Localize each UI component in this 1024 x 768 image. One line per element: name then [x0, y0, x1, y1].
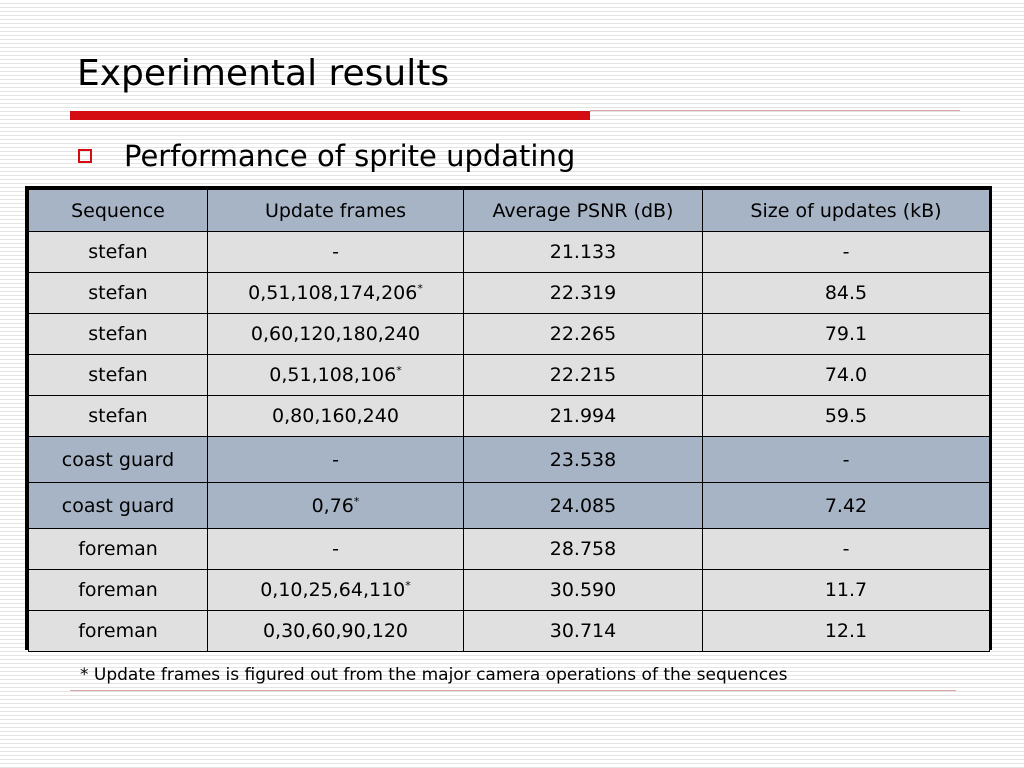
update-frames-text: 0,80,160,240: [272, 405, 399, 427]
cell-psnr: 22.215: [463, 354, 703, 396]
cell-update-frames: 0,60,120,180,240: [207, 313, 464, 355]
cell-sequence: stefan: [28, 395, 208, 437]
cell-size: 11.7: [702, 569, 990, 611]
cell-update-frames: -: [207, 231, 464, 273]
footnote-marker: *: [417, 282, 423, 295]
title-underline: [70, 108, 960, 122]
cell-update-frames: -: [207, 436, 464, 483]
update-frames-text: 0,51,108,174,206: [248, 282, 418, 304]
cell-update-frames: 0,51,108,174,206*: [207, 272, 464, 314]
cell-sequence: foreman: [28, 569, 208, 611]
hollow-square-bullet-icon: [78, 149, 92, 163]
cell-sequence: foreman: [28, 610, 208, 652]
table-row: coast guard - 23.538 -: [28, 436, 990, 483]
cell-size: 12.1: [702, 610, 990, 652]
cell-size: 59.5: [702, 395, 990, 437]
cell-sequence: foreman: [28, 528, 208, 570]
column-header-size-of-updates: Size of updates (kB): [702, 189, 990, 232]
cell-update-frames: 0,80,160,240: [207, 395, 464, 437]
table-row: stefan 0,60,120,180,240 22.265 79.1: [28, 313, 990, 355]
update-frames-text: -: [332, 241, 339, 263]
cell-size: -: [702, 528, 990, 570]
cell-psnr: 28.758: [463, 528, 703, 570]
footnote-marker: *: [396, 364, 402, 377]
cell-size: -: [702, 436, 990, 483]
table-footnote: * Update frames is figured out from the …: [80, 665, 788, 685]
cell-psnr: 21.994: [463, 395, 703, 437]
title-underline-thin-line: [590, 110, 960, 111]
bullet-point: Performance of sprite updating: [78, 136, 575, 176]
cell-update-frames: -: [207, 528, 464, 570]
update-frames-text: 0,60,120,180,240: [250, 323, 421, 345]
cell-size: 74.0: [702, 354, 990, 396]
cell-psnr: 22.265: [463, 313, 703, 355]
cell-sequence: stefan: [28, 231, 208, 273]
cell-size: 84.5: [702, 272, 990, 314]
cell-sequence: stefan: [28, 272, 208, 314]
cell-psnr: 30.590: [463, 569, 703, 611]
cell-sequence: stefan: [28, 354, 208, 396]
cell-size: 7.42: [702, 482, 990, 529]
footnote-marker: *: [353, 494, 360, 508]
table-row: stefan 0,51,108,106* 22.215 74.0: [28, 354, 990, 396]
table-row: stefan 0,51,108,174,206* 22.319 84.5: [28, 272, 990, 314]
update-frames-text: 0,30,60,90,120: [262, 620, 409, 642]
slide-title: Experimental results: [77, 53, 450, 94]
update-frames-text: 0,76: [311, 494, 354, 517]
table-row: stefan - 21.133 -: [28, 231, 990, 273]
table-row: stefan 0,80,160,240 21.994 59.5: [28, 395, 990, 437]
table-row: foreman 0,30,60,90,120 30.714 12.1: [28, 610, 990, 652]
cell-psnr: 21.133: [463, 231, 703, 273]
results-table: Sequence Update frames Average PSNR (dB)…: [28, 189, 990, 652]
update-frames-text: -: [332, 448, 339, 471]
cell-sequence: coast guard: [28, 436, 208, 483]
cell-psnr: 23.538: [463, 436, 703, 483]
cell-update-frames: 0,76*: [207, 482, 464, 529]
footnote-marker: *: [405, 579, 411, 592]
cell-psnr: 30.714: [463, 610, 703, 652]
update-frames-text: 0,10,25,64,110: [260, 579, 406, 601]
cell-size: -: [702, 231, 990, 273]
cell-update-frames: 0,10,25,64,110*: [207, 569, 464, 611]
cell-update-frames: 0,30,60,90,120: [207, 610, 464, 652]
bullet-text: Performance of sprite updating: [124, 139, 576, 173]
column-header-update-frames: Update frames: [207, 189, 464, 232]
cell-sequence: coast guard: [28, 482, 208, 529]
cell-psnr: 24.085: [463, 482, 703, 529]
table-row: foreman - 28.758 -: [28, 528, 990, 570]
table-header-row: Sequence Update frames Average PSNR (dB)…: [28, 189, 990, 232]
table-row: coast guard 0,76* 24.085 7.42: [28, 482, 990, 529]
cell-size: 79.1: [702, 313, 990, 355]
cell-sequence: stefan: [28, 313, 208, 355]
column-header-sequence: Sequence: [28, 189, 208, 232]
table-row: foreman 0,10,25,64,110* 30.590 11.7: [28, 569, 990, 611]
footnote-rule: [70, 690, 956, 691]
update-frames-text: 0,51,108,106: [269, 364, 397, 386]
column-header-average-psnr: Average PSNR (dB): [463, 189, 703, 232]
cell-psnr: 22.319: [463, 272, 703, 314]
update-frames-text: -: [332, 538, 339, 560]
cell-update-frames: 0,51,108,106*: [207, 354, 464, 396]
results-table-frame: Sequence Update frames Average PSNR (dB)…: [25, 186, 992, 652]
title-underline-red-bar: [70, 111, 590, 120]
